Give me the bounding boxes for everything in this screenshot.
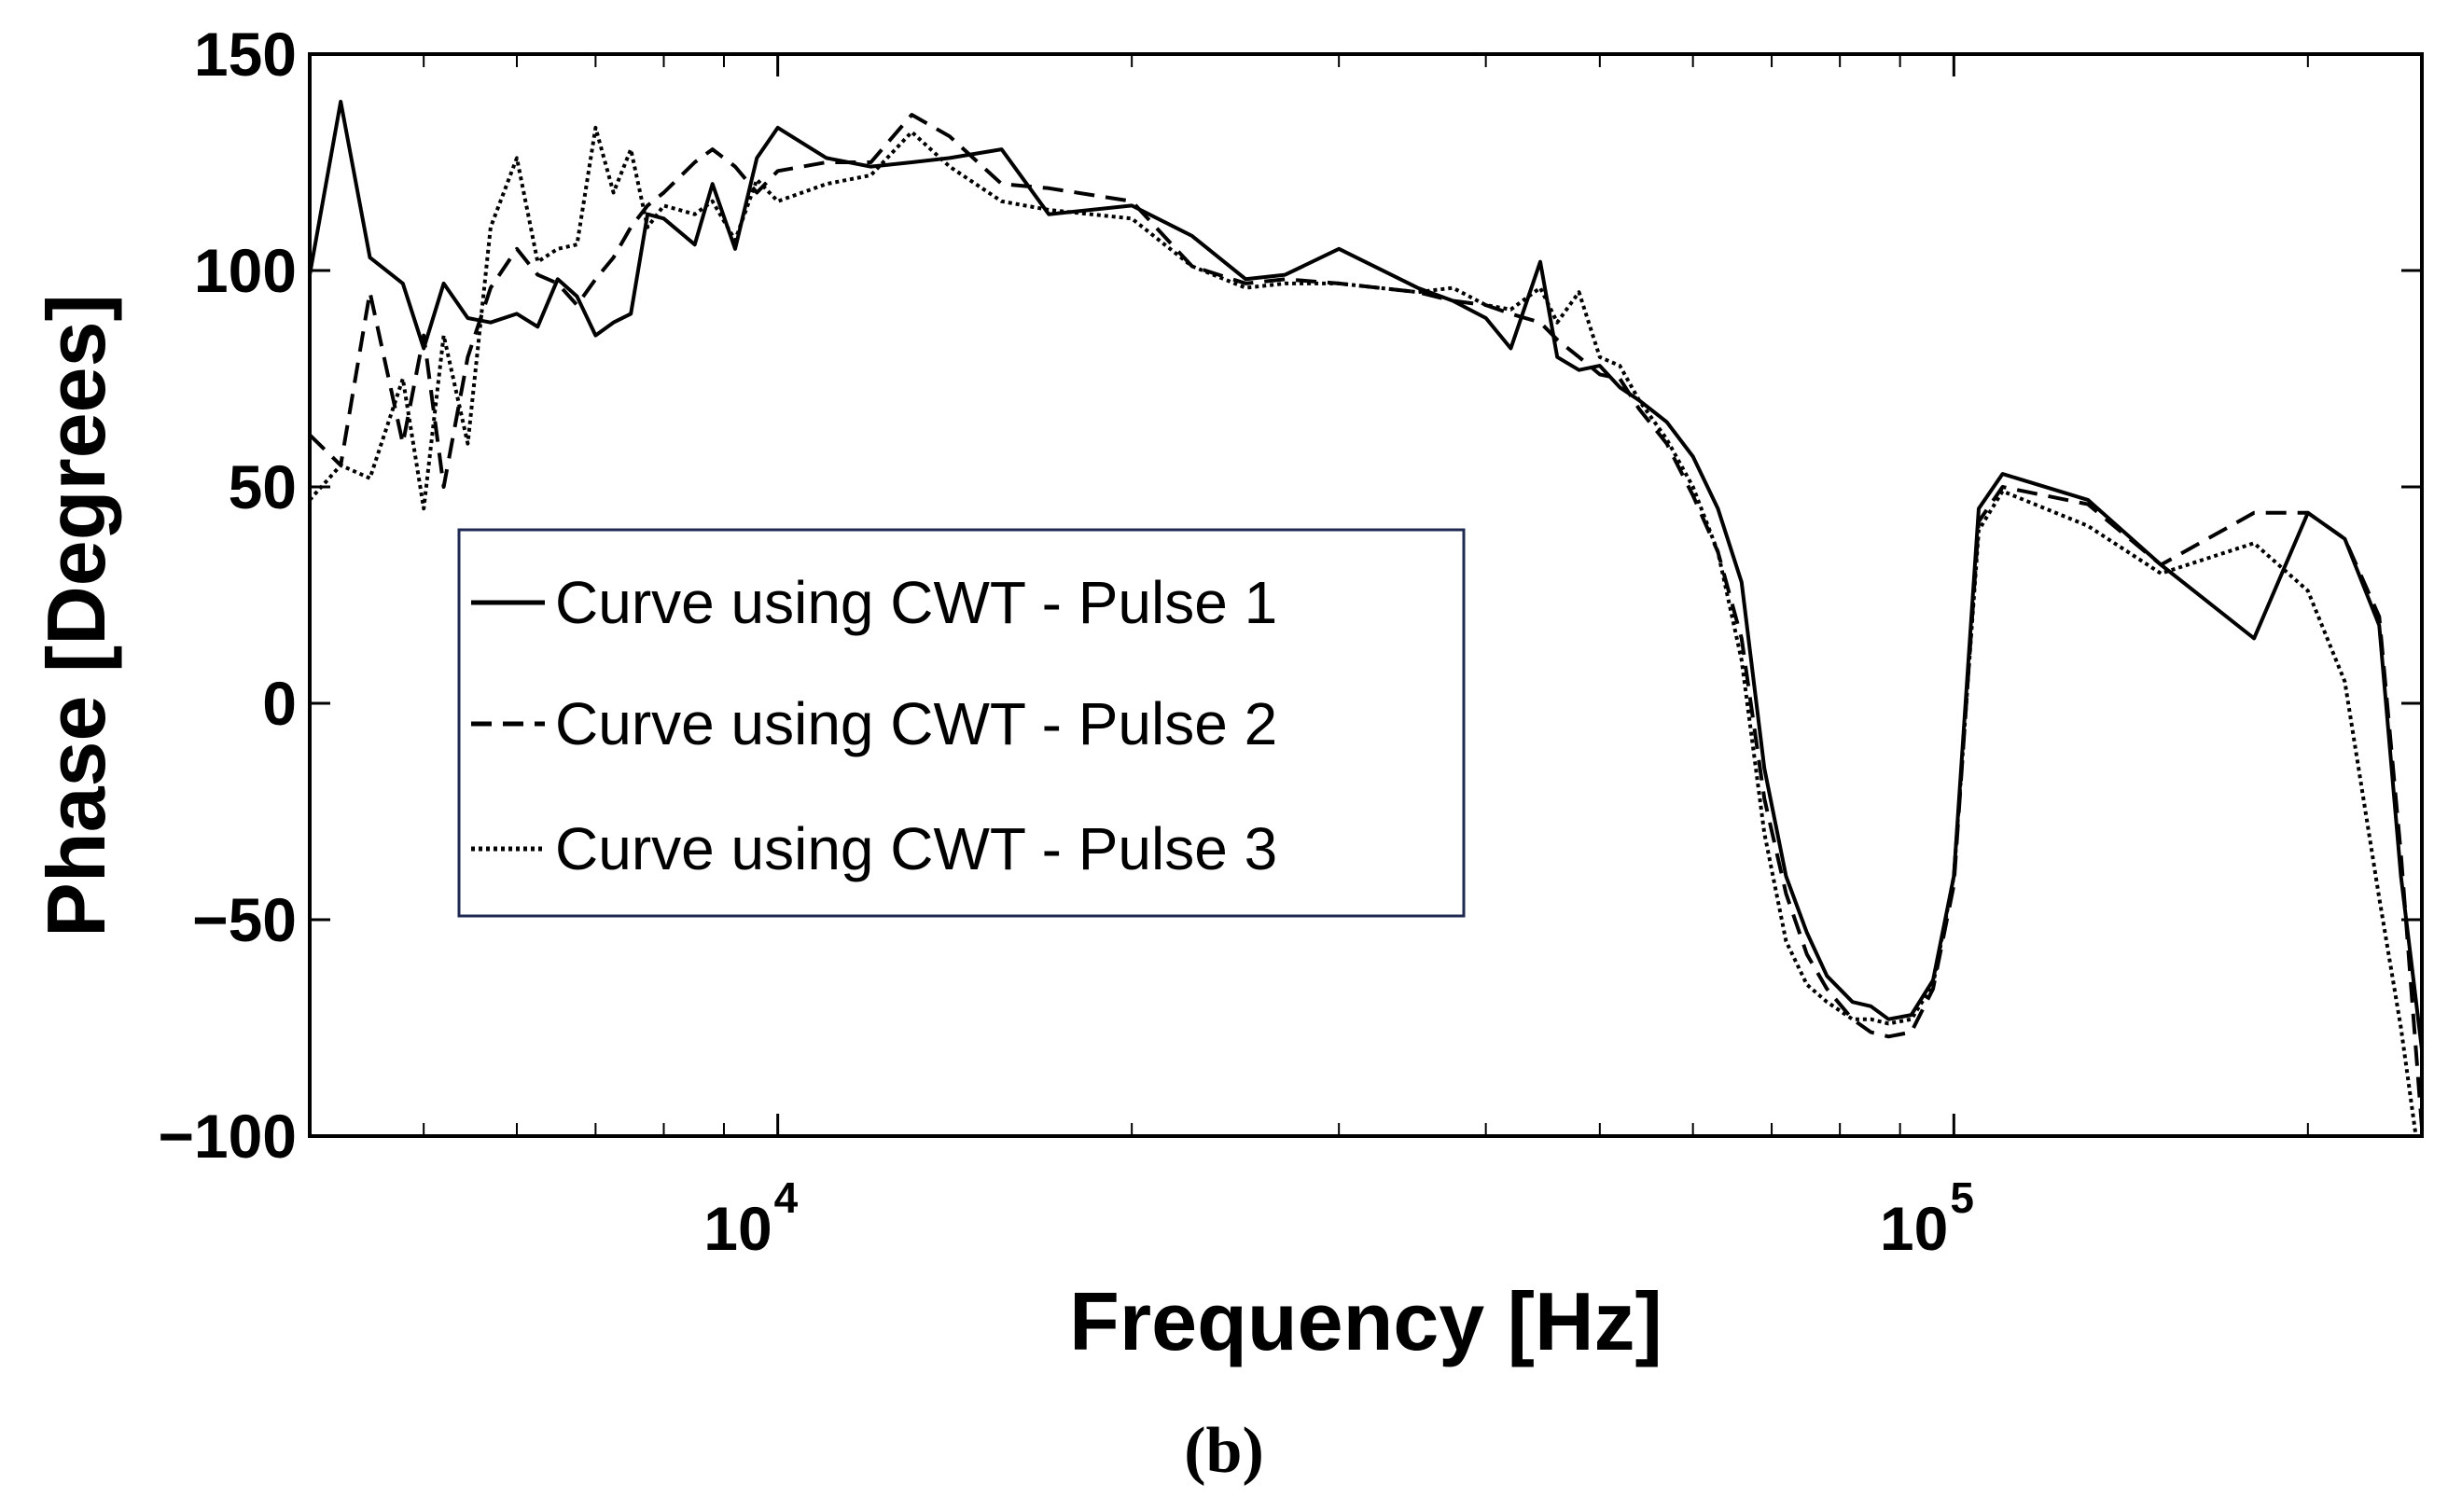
x-tick-label-exponent: 5 — [1950, 1173, 1974, 1222]
y-tick-label: 100 — [194, 236, 297, 305]
y-axis-tick-labels: 150 100 50 0 −50 −100 — [158, 20, 297, 1171]
y-tick-label: 150 — [194, 20, 297, 89]
x-axis-title: Frequency [Hz] — [1069, 1275, 1662, 1367]
legend-label-pulse-1: Curve using CWT - Pulse 1 — [555, 569, 1277, 636]
plot-area-frame — [308, 52, 2424, 1138]
y-tick-label: 50 — [229, 452, 297, 521]
series-layer — [310, 100, 2422, 1136]
x-tick-label-exponent: 4 — [774, 1173, 799, 1222]
y-axis-title: Phase [Degrees] — [30, 294, 122, 937]
x-tick-label: 10 4 — [703, 1173, 798, 1263]
x-tick-label: 10 5 — [1880, 1173, 1974, 1263]
figure-caption: (b) — [1184, 1415, 1264, 1487]
legend-box — [457, 528, 1466, 918]
series-line-pulse-2 — [310, 113, 2422, 1128]
series-line-pulse-3 — [310, 125, 2418, 1136]
x-axis-ticks — [423, 54, 2309, 1136]
x-axis-tick-labels: 10 4 10 5 — [703, 1173, 1974, 1263]
y-tick-label: 0 — [262, 669, 297, 738]
y-tick-label: −100 — [158, 1102, 297, 1171]
legend-label-pulse-2: Curve using CWT - Pulse 2 — [555, 690, 1277, 757]
y-axis-ticks — [310, 52, 2422, 1138]
x-tick-label-base: 10 — [1880, 1194, 1948, 1263]
x-tick-label-base: 10 — [703, 1194, 772, 1263]
y-tick-label: −50 — [192, 885, 297, 954]
legend: Curve using CWT - Pulse 1 Curve using CW… — [457, 528, 1466, 918]
legend-label-pulse-3: Curve using CWT - Pulse 3 — [555, 815, 1277, 882]
